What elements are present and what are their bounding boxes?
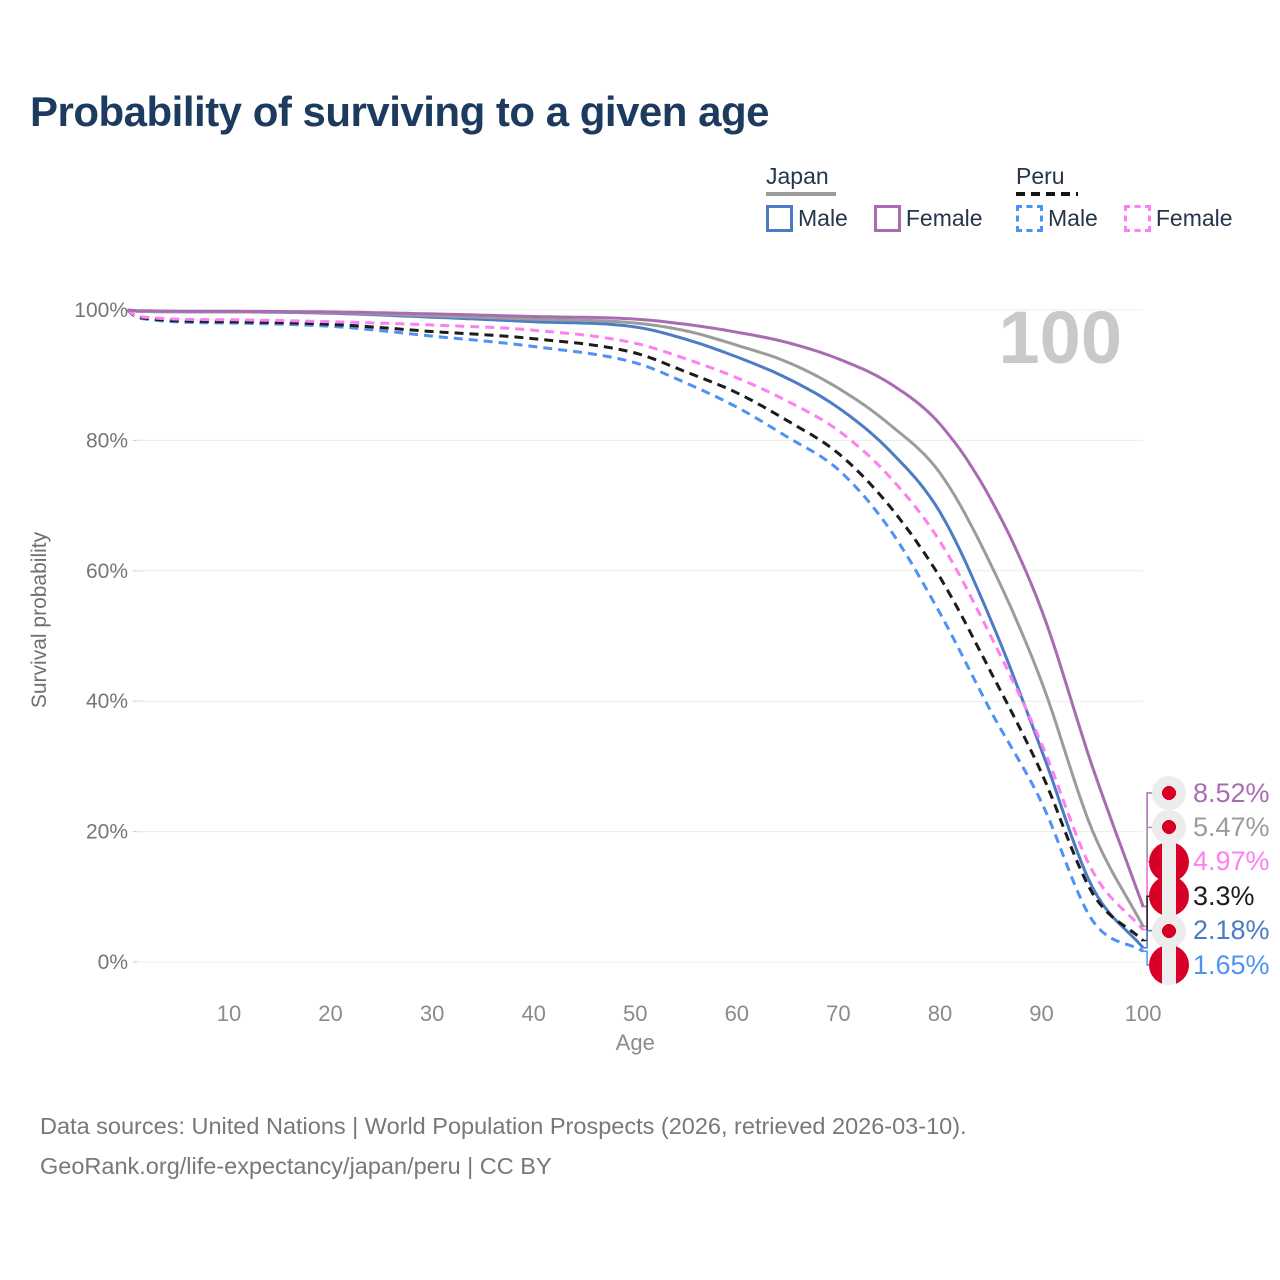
x-tick-label: 50 bbox=[623, 1001, 647, 1026]
x-axis-title: Age bbox=[616, 1030, 655, 1055]
japan-flag-circle bbox=[1152, 913, 1186, 948]
end-label-value: 1.65% bbox=[1193, 949, 1270, 980]
end-label-value: 3.3% bbox=[1193, 880, 1255, 911]
series-end-label-japan-female[interactable]: 8.52% bbox=[1148, 775, 1270, 811]
legend-country-japan[interactable]: Japan bbox=[766, 163, 829, 189]
peru-flag-icon bbox=[1148, 945, 1190, 985]
y-tick-label: 40% bbox=[86, 690, 128, 713]
y-tick-label: 20% bbox=[86, 821, 128, 844]
end-label-value: 5.47% bbox=[1193, 811, 1270, 842]
legend-group-peru: Peru Male Female bbox=[1016, 162, 1233, 232]
x-tick-label: 60 bbox=[725, 1001, 749, 1026]
y-tick-label: 0% bbox=[98, 951, 128, 974]
japan-flag-icon bbox=[1148, 913, 1190, 948]
legend-item-japan-female[interactable]: Female bbox=[873, 205, 983, 232]
legend-item-japan-male[interactable]: Male bbox=[766, 205, 848, 232]
curve-peru-male[interactable] bbox=[126, 308, 1144, 953]
x-tick-label: 70 bbox=[826, 1001, 850, 1026]
japan-all-line-swatch bbox=[766, 192, 836, 196]
x-tick-label: 40 bbox=[521, 1001, 545, 1026]
end-label-value: 8.52% bbox=[1193, 777, 1270, 808]
x-tick-label: 10 bbox=[217, 1001, 241, 1026]
series-end-label-japan-all[interactable]: 5.47% bbox=[1148, 809, 1270, 845]
peru-flag-icon bbox=[1148, 841, 1190, 882]
peru-all-line-swatch bbox=[1016, 192, 1078, 196]
age-watermark: 100 bbox=[999, 296, 1122, 379]
x-tick-label: 80 bbox=[928, 1001, 952, 1026]
peru-flag-icon bbox=[1148, 876, 1190, 917]
data-source-line: Data sources: United Nations | World Pop… bbox=[40, 1113, 967, 1139]
legend-country-peru[interactable]: Peru bbox=[1016, 163, 1065, 189]
legend-label-japan-male: Male bbox=[798, 205, 848, 231]
legend-item-peru-male[interactable]: Male bbox=[1016, 205, 1098, 232]
y-tick-label: 60% bbox=[86, 560, 128, 583]
x-tick-label: 30 bbox=[420, 1001, 444, 1026]
series-end-label-peru-all[interactable]: 3.3% bbox=[1148, 876, 1255, 917]
curve-japan-female[interactable] bbox=[127, 308, 1145, 907]
series-end-label-japan-male[interactable]: 2.18% bbox=[1148, 913, 1270, 949]
x-tick-label: 20 bbox=[318, 1001, 342, 1026]
japan-male-swatch-icon bbox=[766, 205, 793, 232]
curve-peru-female[interactable] bbox=[126, 308, 1145, 931]
japan-flag-circle bbox=[1152, 810, 1186, 845]
y-tick-label: 80% bbox=[86, 429, 128, 452]
y-axis-title: Survival probability bbox=[28, 531, 51, 708]
japan-flag-circle bbox=[1152, 776, 1186, 810]
peru-female-swatch-icon bbox=[1123, 205, 1151, 232]
legend-label-peru-male: Male bbox=[1048, 205, 1098, 231]
footer: Data sources: United Nations | World Pop… bbox=[40, 1106, 967, 1186]
legend-item-peru-female[interactable]: Female bbox=[1123, 205, 1233, 232]
page-title: Probability of surviving to a given age bbox=[30, 88, 769, 135]
x-tick-label: 90 bbox=[1029, 1001, 1053, 1026]
peru-male-swatch-icon bbox=[1016, 205, 1043, 232]
attribution-line: GeoRank.org/life-expectancy/japan/peru |… bbox=[40, 1153, 552, 1179]
curve-japan-male[interactable] bbox=[127, 308, 1145, 949]
curve-peru-all[interactable] bbox=[126, 308, 1145, 942]
legend-label-peru-female: Female bbox=[1155, 205, 1233, 231]
japan-female-swatch-icon bbox=[873, 205, 901, 232]
end-label-connector-japan-male bbox=[1141, 929, 1154, 949]
legend-group-japan: Japan Male Female bbox=[766, 162, 983, 232]
japan-flag-icon bbox=[1148, 776, 1190, 810]
peru-flag-circle bbox=[1149, 841, 1189, 882]
series-end-label-peru-male[interactable]: 1.65% bbox=[1148, 945, 1270, 985]
series-end-label-peru-female[interactable]: 4.97% bbox=[1148, 841, 1270, 882]
x-tick-label: 100 bbox=[1125, 1001, 1162, 1026]
peru-flag-circle bbox=[1149, 945, 1189, 985]
legend-label-japan-female: Female bbox=[905, 205, 983, 231]
peru-flag-circle bbox=[1149, 876, 1189, 917]
japan-flag-icon bbox=[1148, 810, 1190, 845]
end-label-value: 2.18% bbox=[1193, 915, 1270, 946]
end-label-value: 4.97% bbox=[1193, 846, 1270, 877]
y-tick-label: 100% bbox=[74, 299, 128, 322]
